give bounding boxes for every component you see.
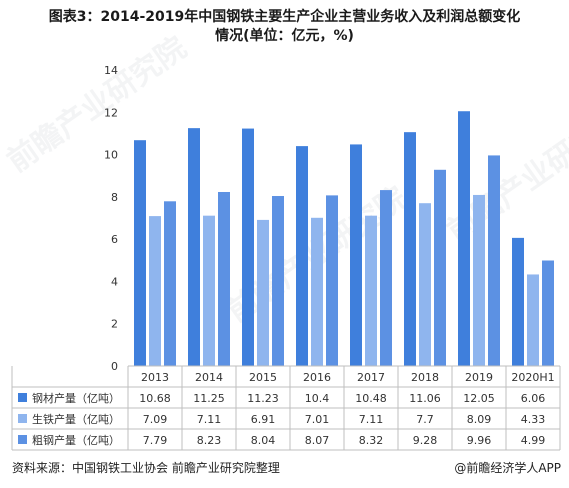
bar [218, 191, 230, 366]
data-label: 12.05 [463, 392, 495, 405]
data-label: 11.25 [193, 392, 225, 405]
bar [542, 260, 554, 366]
bar [404, 132, 416, 366]
bar [164, 201, 176, 366]
bar [458, 111, 470, 366]
bar [419, 203, 431, 366]
data-table: 2013 2014 2015 2016 2017 2018 2019 2020H1 钢材产量（亿… [11, 366, 561, 451]
data-label: 8.09 [467, 413, 492, 426]
bar [203, 215, 215, 366]
y-axis: 0 2 4 6 8 10 12 14 [104, 64, 118, 373]
y-tick-label: 0 [111, 360, 118, 373]
y-tick-label: 4 [111, 275, 118, 288]
data-label: 4.99 [521, 434, 546, 447]
bar [257, 219, 269, 366]
data-label: 11.06 [409, 392, 441, 405]
bar [242, 128, 254, 366]
y-tick-label: 8 [111, 191, 118, 204]
chart-title-line-1: 图表3：2014-2019年中国钢铁主要生产企业主营业务收入及利润总额变化 [48, 9, 521, 25]
data-label: 10.4 [305, 392, 330, 405]
x-tick-label: 2017 [357, 371, 385, 384]
chart-area: 0 2 4 6 8 10 12 14 2013 2014 2015 2016 2017 2018 2019… [11, 64, 561, 451]
bar [488, 155, 500, 366]
x-tick-label: 2015 [249, 371, 277, 384]
legend-swatch [18, 393, 27, 402]
y-tick-label: 14 [104, 64, 118, 77]
y-tick-label: 10 [104, 149, 118, 162]
legend-label: 生铁产量（亿吨） [32, 412, 120, 426]
data-label: 4.33 [521, 413, 546, 426]
data-label: 10.68 [139, 392, 171, 405]
bar [311, 217, 323, 366]
chart-title: 图表3：2014-2019年中国钢铁主要生产企业主营业务收入及利润总额变化 情况… [0, 8, 569, 46]
data-label: 8.04 [251, 434, 276, 447]
footer: 资料来源：中国钢铁工业协会 前瞻产业研究院整理 @前瞻经济学人APP [12, 459, 561, 476]
bar [527, 274, 539, 366]
bar [380, 190, 392, 366]
brand-text: @前瞻经济学人APP [454, 461, 561, 475]
data-label: 7.79 [143, 434, 168, 447]
bar [296, 146, 308, 366]
x-tick-label: 2018 [411, 371, 439, 384]
bars [128, 111, 560, 367]
bar [473, 194, 485, 366]
bar [365, 215, 377, 366]
data-label: 6.06 [521, 392, 546, 405]
data-label: 9.96 [467, 434, 492, 447]
x-tick-label: 2014 [195, 371, 223, 384]
source-text: 资料来源：中国钢铁工业协会 前瞻产业研究院整理 [12, 461, 280, 475]
data-label: 9.28 [413, 434, 438, 447]
data-label: 7.01 [305, 413, 330, 426]
bar [188, 128, 200, 366]
chart-title-line-2: 情况(单位：亿元，%) [215, 28, 354, 44]
legend-swatch [18, 435, 27, 444]
legend-label: 钢材产量（亿吨） [32, 391, 120, 405]
data-label: 7.09 [143, 413, 168, 426]
y-tick-label: 2 [111, 318, 118, 331]
bar [326, 195, 338, 366]
bar [350, 144, 362, 366]
data-label: 11.23 [247, 392, 279, 405]
x-tick-label: 2020H1 [511, 371, 554, 384]
data-label: 6.91 [251, 413, 276, 426]
data-label: 10.48 [355, 392, 387, 405]
bar [149, 216, 161, 366]
x-tick-label: 2016 [303, 371, 331, 384]
data-label: 8.23 [197, 434, 222, 447]
x-tick-label: 2013 [141, 371, 169, 384]
data-label: 8.32 [359, 434, 384, 447]
data-label: 7.11 [359, 413, 384, 426]
data-label: 8.07 [305, 434, 330, 447]
y-tick-label: 6 [111, 233, 118, 246]
bar [512, 237, 524, 366]
bar [272, 196, 284, 366]
legend-label: 粗钢产量（亿吨） [32, 433, 120, 447]
y-tick-label: 12 [104, 106, 118, 119]
bar [434, 169, 446, 366]
bar [134, 140, 146, 366]
x-tick-label: 2019 [465, 371, 493, 384]
data-label: 7.11 [197, 413, 222, 426]
data-label: 7.7 [416, 413, 434, 426]
legend-swatch [18, 414, 27, 423]
